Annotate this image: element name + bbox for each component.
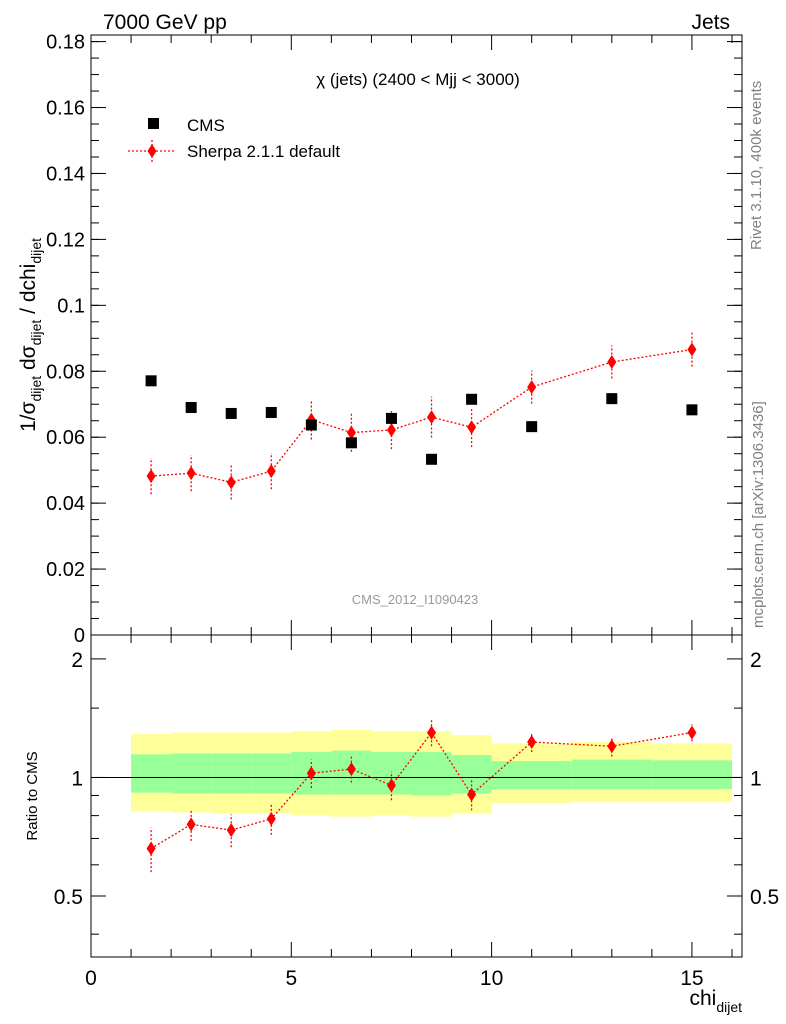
cms-point xyxy=(526,421,538,433)
xtick-label: 10 xyxy=(480,967,503,990)
x-axis-label: chidijet xyxy=(689,987,742,1015)
ratio-band-inner xyxy=(211,753,252,794)
ratio-frame xyxy=(90,634,743,958)
cms-point xyxy=(606,393,618,405)
cms-point xyxy=(426,453,438,465)
cms-point xyxy=(225,407,237,419)
ratio-ytick-label-right: 1 xyxy=(750,767,762,790)
cms-point xyxy=(466,393,478,405)
sherpa-point xyxy=(467,420,477,435)
sherpa-point xyxy=(146,469,156,484)
energy-label: 7000 GeV pp xyxy=(103,11,227,34)
ratio-point xyxy=(186,817,196,832)
ratio-point xyxy=(427,725,437,740)
ratio-band-inner xyxy=(131,754,172,793)
ratio-ytick-label: 0.5 xyxy=(54,886,83,909)
ratio-band-inner xyxy=(251,753,292,794)
sherpa-point xyxy=(226,475,236,490)
main-ytick-label: 0.12 xyxy=(46,229,85,251)
ratio-band-inner xyxy=(411,752,452,796)
main-y-ticks: 0 0.02 0.04 0.06 0.08 0.1 0.12 0.14 0.16 0.18 xyxy=(46,32,742,647)
ratio-point xyxy=(306,766,316,781)
xtick-label: 5 xyxy=(285,967,297,990)
cms-point xyxy=(385,412,397,424)
cms-point xyxy=(345,437,357,449)
legend-cms-marker xyxy=(148,118,159,129)
ratio-band-inner xyxy=(491,761,572,789)
ratio-ytick-label-right: 2 xyxy=(750,649,762,672)
series-line-sherpa xyxy=(151,348,693,484)
cms-point xyxy=(265,406,277,418)
main-ytick-label: 0.04 xyxy=(46,493,85,515)
main-panel: χ (jets) (2400 < Mjj < 3000) CMS_2012_I1… xyxy=(17,32,743,647)
ratio-point xyxy=(607,739,617,754)
legend-sherpa-label: Sherpa 2.1.1 default xyxy=(187,142,340,161)
rivet-version-label: Rivet 3.1.10, 400k events xyxy=(748,81,765,250)
ratio-data-marks xyxy=(146,719,697,873)
ratio-ytick-label-right: 0.5 xyxy=(750,886,779,909)
ratio-point xyxy=(687,725,697,740)
mcplots-reference-label: mcplots.cern.ch [arXiv:1306.3436] xyxy=(750,401,767,628)
ratio-ticks: 0.5 0.5 1 1 2 2 0 5 10 15 xyxy=(54,634,779,990)
analysis-watermark: CMS_2012_I1090423 xyxy=(352,592,479,607)
sherpa-point xyxy=(266,464,276,479)
ratio-ytick-label: 1 xyxy=(71,767,83,790)
ratio-y-axis-label: Ratio to CMS xyxy=(24,751,41,840)
ratio-band-inner xyxy=(651,760,732,789)
ratio-panel: 0.5 0.5 1 1 2 2 0 5 10 15 Ratio to CMS chidijet xyxy=(24,634,779,1015)
ratio-point xyxy=(266,811,276,826)
ratio-point xyxy=(226,823,236,838)
main-ytick-label: 0.08 xyxy=(46,361,85,383)
ratio-point xyxy=(146,841,156,856)
ratio-ytick-label: 2 xyxy=(71,649,83,672)
sherpa-point xyxy=(386,422,396,437)
sherpa-point xyxy=(607,355,617,370)
ratio-band-inner xyxy=(571,759,652,789)
process-label: Jets xyxy=(691,11,730,34)
main-y-axis-label: 1/σdijet dσdijet / dchidijet xyxy=(17,238,44,432)
ratio-uncertainty-bands xyxy=(131,729,732,817)
legend-sherpa-marker xyxy=(147,144,157,158)
cms-point xyxy=(686,404,698,416)
main-ytick-label: 0.06 xyxy=(46,427,85,449)
ratio-point xyxy=(386,778,396,793)
sherpa-point xyxy=(427,410,437,425)
xtick-label: 15 xyxy=(680,967,703,990)
main-ytick-label: 0.14 xyxy=(46,163,85,185)
legend-cms-label: CMS xyxy=(187,116,225,135)
legend: CMS Sherpa 2.1.1 default xyxy=(128,116,340,162)
ratio-point xyxy=(346,762,356,777)
ratio-point xyxy=(527,735,537,750)
main-ytick-label: 0.18 xyxy=(46,32,85,54)
main-ytick-label: 0.1 xyxy=(57,295,85,317)
main-ytick-label: 0.02 xyxy=(46,559,85,581)
sherpa-point xyxy=(527,380,537,395)
ratio-band-inner xyxy=(171,753,212,794)
sherpa-point xyxy=(346,425,356,440)
ratio-point xyxy=(467,787,477,802)
cms-point xyxy=(145,375,157,387)
sherpa-point xyxy=(687,342,697,357)
ratio-series-line xyxy=(150,731,693,850)
cms-point xyxy=(305,419,317,431)
main-data-marks xyxy=(145,332,698,500)
main-ytick-label: 0.16 xyxy=(46,98,85,120)
chart-title: χ (jets) (2400 < Mjj < 3000) xyxy=(316,70,520,89)
main-ytick-label: 0 xyxy=(74,625,85,647)
cms-point xyxy=(185,402,197,414)
xtick-label: 0 xyxy=(85,967,97,990)
sherpa-point xyxy=(186,466,196,481)
